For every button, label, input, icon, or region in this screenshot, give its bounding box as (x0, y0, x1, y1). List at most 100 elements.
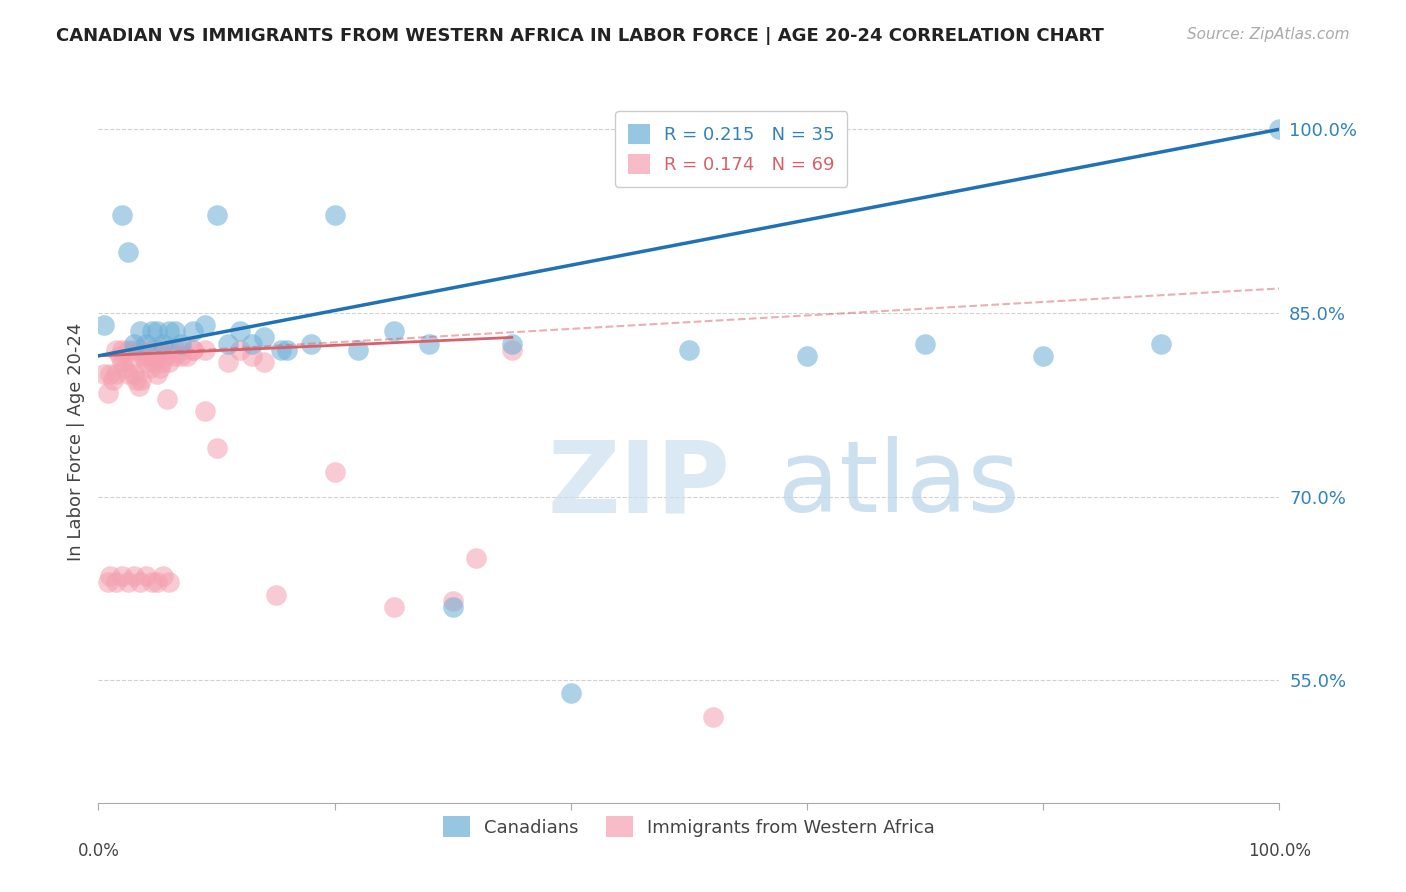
Point (165, 349, 187, 363)
Point (146, 343, 169, 357)
Point (108, 349, 131, 363)
Point (117, 367, 139, 381)
Point (194, 318, 217, 333)
Point (141, 343, 163, 357)
Point (122, 336, 145, 351)
Point (194, 404, 217, 418)
Point (157, 355, 180, 369)
Point (240, 349, 263, 363)
Point (122, 569, 145, 583)
Point (152, 336, 174, 351)
Point (111, 343, 134, 357)
Point (98, 569, 121, 583)
Point (128, 324, 150, 338)
Point (323, 465, 346, 479)
Point (132, 349, 155, 363)
Point (1268, 122, 1291, 136)
Point (205, 441, 228, 455)
Point (229, 343, 252, 357)
Point (347, 343, 370, 357)
Point (194, 343, 217, 357)
Point (181, 343, 204, 357)
Point (382, 324, 405, 338)
Point (117, 343, 139, 357)
Point (121, 355, 143, 369)
Point (165, 343, 187, 357)
Point (205, 208, 228, 222)
Point (135, 569, 157, 583)
Legend: Canadians, Immigrants from Western Africa: Canadians, Immigrants from Western Afric… (436, 809, 942, 845)
Point (253, 355, 276, 369)
Text: atlas: atlas (778, 436, 1019, 533)
Point (139, 361, 162, 376)
Point (702, 710, 724, 724)
Point (146, 324, 169, 338)
Point (141, 575, 163, 590)
Point (122, 367, 145, 381)
Point (97, 385, 120, 400)
Point (157, 575, 180, 590)
Point (465, 550, 488, 565)
Point (128, 379, 150, 393)
Point (560, 685, 582, 699)
Text: Source: ZipAtlas.com: Source: ZipAtlas.com (1187, 27, 1350, 42)
Point (93, 367, 115, 381)
Point (181, 324, 204, 338)
Point (181, 343, 204, 357)
Point (101, 373, 124, 387)
Point (111, 569, 134, 583)
Point (135, 336, 157, 351)
Point (157, 324, 180, 338)
Point (128, 343, 150, 357)
Point (229, 324, 252, 338)
Point (136, 349, 159, 363)
Point (142, 355, 165, 369)
Point (111, 208, 134, 222)
Point (122, 343, 145, 357)
Point (264, 588, 287, 602)
Point (170, 343, 193, 357)
Point (217, 355, 239, 369)
Point (149, 361, 172, 376)
Point (150, 355, 173, 369)
Text: ZIP: ZIP (547, 436, 730, 533)
Point (165, 324, 187, 338)
Point (135, 343, 157, 357)
Point (796, 349, 818, 363)
Point (111, 355, 134, 369)
Point (112, 361, 135, 376)
Y-axis label: In Labor Force | Age 20-24: In Labor Force | Age 20-24 (66, 322, 84, 561)
Point (170, 336, 193, 351)
Point (93, 318, 115, 333)
Point (143, 349, 166, 363)
Point (678, 343, 700, 357)
Point (276, 343, 298, 357)
Point (105, 343, 128, 357)
Point (382, 599, 405, 614)
Point (156, 392, 179, 406)
Text: 100.0%: 100.0% (1249, 842, 1310, 860)
Point (146, 367, 169, 381)
Point (1150, 336, 1173, 351)
Point (501, 343, 523, 357)
Point (146, 575, 169, 590)
Text: 0.0%: 0.0% (77, 842, 120, 860)
Point (253, 330, 276, 344)
Point (105, 367, 128, 381)
Point (152, 569, 174, 583)
Point (299, 336, 322, 351)
Point (141, 324, 163, 338)
Point (170, 349, 193, 363)
Point (441, 593, 464, 607)
Point (270, 343, 292, 357)
Point (914, 336, 936, 351)
Point (128, 575, 150, 590)
Point (98, 367, 121, 381)
Point (501, 336, 523, 351)
Point (117, 575, 139, 590)
Text: CANADIAN VS IMMIGRANTS FROM WESTERN AFRICA IN LABOR FORCE | AGE 20-24 CORRELATIO: CANADIAN VS IMMIGRANTS FROM WESTERN AFRI… (56, 27, 1104, 45)
Point (125, 373, 148, 387)
Point (105, 575, 128, 590)
Point (240, 336, 263, 351)
Point (418, 336, 440, 351)
